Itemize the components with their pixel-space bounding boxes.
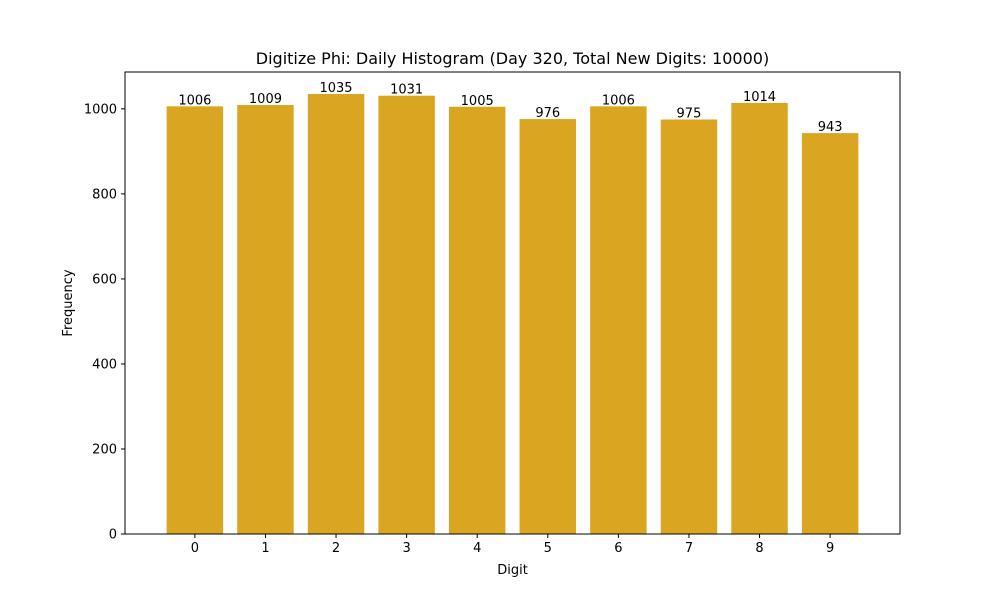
y-tick-label: 400	[92, 357, 117, 372]
x-axis-ticks: 0 1 2 3 4 5 6 7 8 9	[191, 534, 834, 556]
bar-digit-3	[378, 95, 435, 534]
x-tick-label: 2	[332, 541, 340, 556]
y-tick-label: 200	[92, 442, 117, 457]
data-label-digit-2: 1035	[319, 81, 352, 96]
x-tick-label: 8	[755, 541, 763, 556]
x-tick-label: 5	[544, 541, 552, 556]
data-label-digit-4: 1005	[461, 94, 494, 109]
chart-title: Digitize Phi: Daily Histogram (Day 320, …	[256, 49, 769, 68]
x-tick-label: 3	[402, 541, 410, 556]
data-label-digit-1: 1009	[249, 92, 282, 107]
bar-digit-9	[801, 133, 859, 534]
data-label-digit-3: 1031	[390, 83, 423, 98]
plot-frame	[124, 71, 901, 535]
data-label-digit-6: 1006	[602, 93, 635, 108]
x-axis-label: Digit	[497, 563, 528, 578]
bar-digit-5	[519, 119, 577, 534]
data-label-digit-5: 976	[535, 106, 560, 121]
data-label-digit-7: 975	[677, 107, 702, 122]
y-axis-label: Frequency	[61, 269, 76, 336]
x-tick-label: 9	[826, 541, 834, 556]
bar-digit-7	[660, 119, 718, 534]
y-tick-label: 600	[92, 272, 117, 287]
data-label-digit-8: 1014	[743, 90, 776, 105]
x-tick-label: 7	[685, 541, 693, 556]
bars-layer	[166, 94, 859, 535]
bar-digit-4	[448, 106, 506, 534]
bar-digit-0	[166, 106, 224, 535]
data-label-digit-9: 943	[818, 120, 843, 135]
y-tick-label: 800	[92, 187, 117, 202]
y-tick-label: 0	[109, 528, 117, 543]
data-labels-layer: 1006 1009 1035 1031 1005 976 1006 975 1014 943	[178, 81, 842, 135]
y-axis-ticks: 0 200 400 600 800 1000	[84, 102, 125, 543]
bar-digit-1	[237, 105, 294, 535]
x-tick-label: 1	[261, 541, 269, 556]
x-tick-label: 6	[614, 541, 622, 556]
bar-digit-6	[590, 106, 647, 535]
x-tick-label: 4	[473, 541, 481, 556]
bar-digit-8	[731, 102, 788, 534]
x-tick-label: 0	[191, 541, 199, 556]
y-tick-label: 1000	[84, 102, 117, 117]
bar-digit-2	[307, 94, 365, 534]
data-label-digit-0: 1006	[178, 93, 211, 108]
